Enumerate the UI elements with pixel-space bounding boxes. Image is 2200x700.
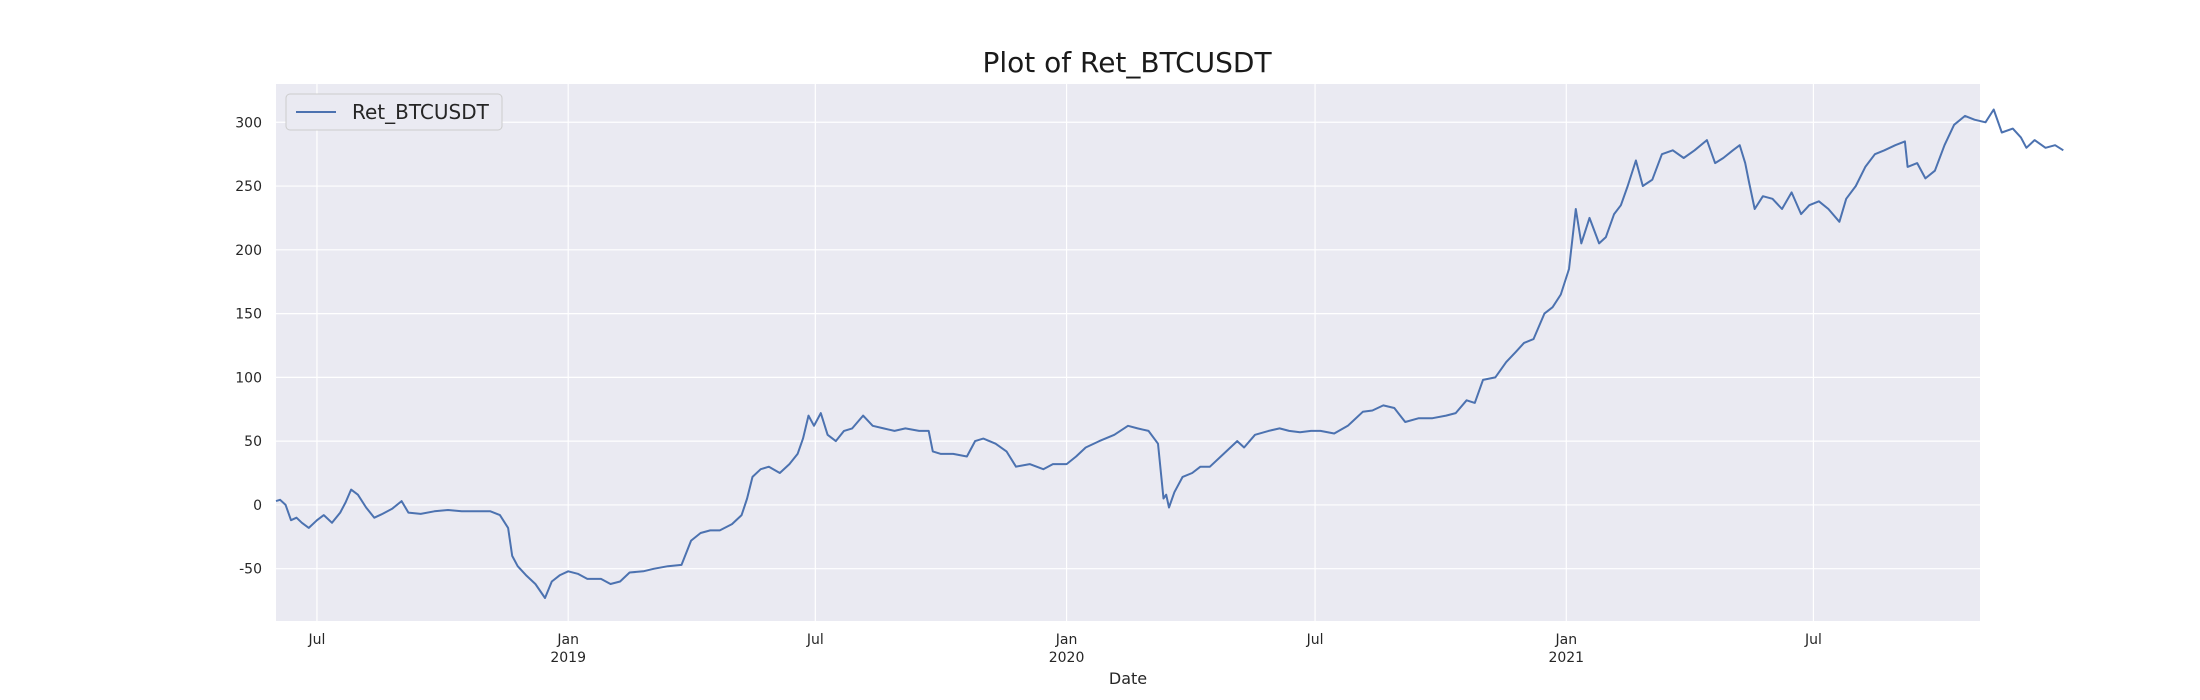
x-tick-label: Jul (308, 632, 326, 648)
y-tick-label: -50 (239, 562, 262, 578)
x-tick-year-label: 2019 (550, 650, 586, 666)
y-tick-label: 300 (235, 115, 262, 131)
grid-lines (276, 84, 1980, 621)
x-axis-ticks: Jul Jan 2019 Jul Jan 2020 Jul Jan 2021 Jul (308, 632, 1822, 666)
x-axis-label: Date (1109, 669, 1147, 688)
x-tick-label: Jul (1804, 632, 1822, 648)
y-tick-label: 50 (244, 434, 262, 450)
x-tick-label: Jan (1055, 632, 1078, 648)
x-tick-label: Jul (806, 632, 824, 648)
plot-area (276, 84, 1980, 621)
x-tick-year-label: 2021 (1548, 650, 1584, 666)
x-tick-year-label: 2020 (1049, 650, 1085, 666)
x-tick-label: Jul (1306, 632, 1324, 648)
series-layer (275, 108, 2064, 599)
x-tick-label: Jan (556, 632, 579, 648)
chart-title: Plot of Ret_BTCUSDT (982, 46, 1272, 79)
y-tick-label: 150 (235, 307, 262, 323)
x-tick-label: Jan (1554, 632, 1577, 648)
y-tick-label: 0 (253, 498, 262, 514)
y-axis-ticks: -50 0 50 100 150 200 250 300 (235, 115, 262, 577)
series-line (275, 108, 2064, 599)
legend: Ret_BTCUSDT (285, 93, 503, 131)
y-tick-label: 100 (235, 370, 262, 386)
legend-box (285, 93, 503, 131)
legend-label: Ret_BTCUSDT (352, 100, 490, 124)
y-tick-label: 200 (235, 243, 262, 259)
y-tick-label: 250 (235, 179, 262, 195)
